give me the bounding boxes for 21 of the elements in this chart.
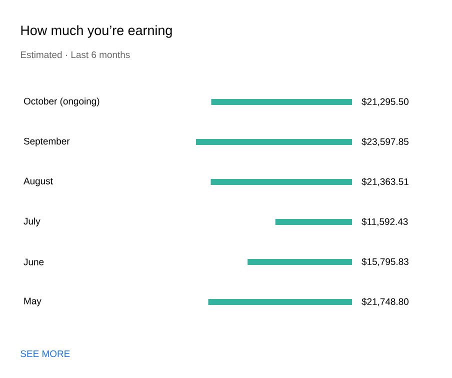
- y-tick-label: June: [24, 258, 44, 266]
- data-label: $23,597.85: [362, 138, 408, 146]
- bar: [275, 219, 352, 226]
- y-tick-label: October (ongoing): [24, 98, 100, 106]
- y-tick-label: July: [24, 218, 40, 226]
- bar: [210, 179, 352, 186]
- chart-title: How much you’re earning: [21, 25, 172, 38]
- bar: [208, 299, 352, 305]
- bar: [211, 99, 352, 106]
- bar: [196, 139, 352, 146]
- text: Estimated · Last 6 months: [20, 51, 130, 58]
- data-label: $21,295.50: [362, 98, 409, 106]
- y-tick-label: September: [24, 138, 70, 146]
- data-label: $21,363.51: [362, 178, 408, 186]
- bar: [248, 259, 352, 265]
- data-label: $15,795.83: [362, 258, 408, 266]
- y-tick-label: May: [24, 298, 42, 306]
- data-label: $21,748.80: [362, 298, 409, 306]
- y-tick-label: August: [24, 178, 53, 186]
- data-label: $11,592.43: [362, 218, 408, 226]
- text: SEE MORE: [20, 350, 70, 358]
